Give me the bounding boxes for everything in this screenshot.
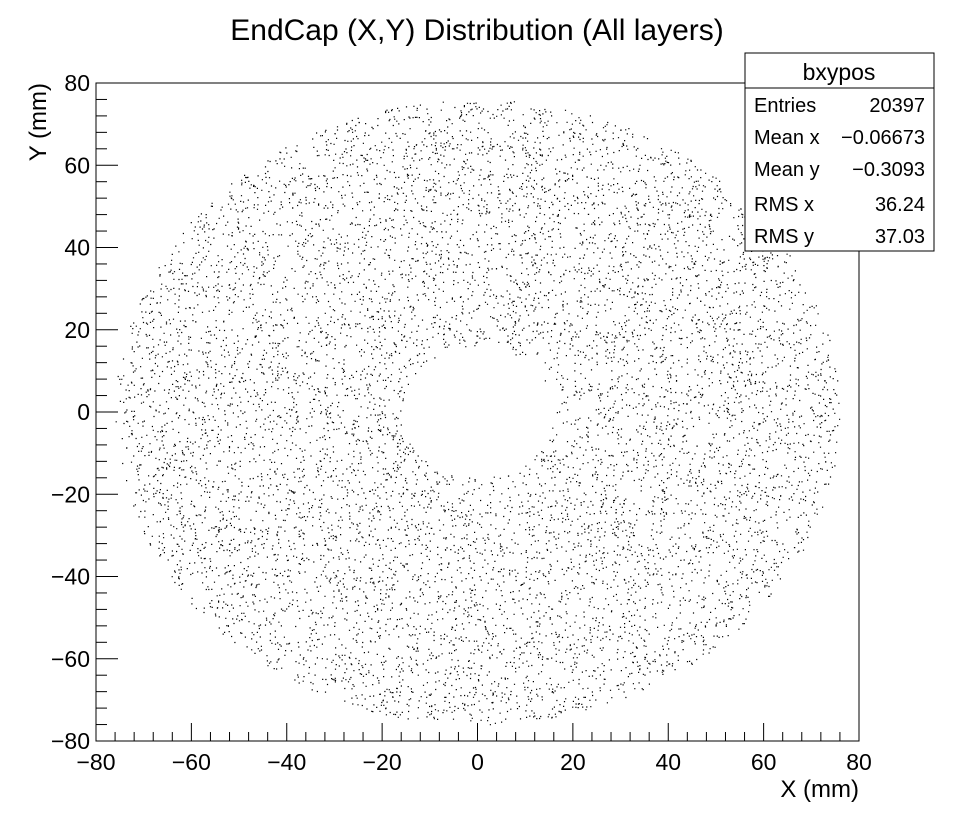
x-tick-label: −20: [363, 749, 402, 775]
y-axis: −80 −60 −40 −20 0 20 40 60 80: [51, 70, 118, 754]
stats-label-mean-y: Mean y: [754, 159, 820, 181]
stats-label-mean-x: Mean x: [754, 127, 820, 149]
x-tick-label: 40: [655, 749, 681, 775]
stats-value-rms-x: 36.24: [875, 194, 925, 216]
x-tick-label: 20: [560, 749, 586, 775]
y-tick-label: 40: [64, 235, 90, 261]
chart-title: EndCap (X,Y) Distribution (All layers): [230, 14, 724, 47]
stats-label-rms-x: RMS x: [754, 194, 814, 216]
y-tick-label: 0: [77, 399, 90, 425]
x-tick-label: −60: [172, 749, 211, 775]
stats-box-frame: [744, 52, 935, 252]
x-tick-label: −40: [267, 749, 306, 775]
x-axis-label: X (mm): [780, 776, 859, 803]
y-tick-label: −40: [51, 564, 90, 590]
stats-value-rms-y: 37.03: [875, 226, 925, 248]
stats-value-mean-y: −0.3093: [852, 159, 925, 181]
y-tick-label: −80: [51, 728, 90, 754]
y-axis-label: Y (mm): [25, 83, 52, 161]
x-axis: −80 −60 −40 −20 0 20 40 60 80: [76, 723, 872, 775]
x-tick-label: 80: [846, 749, 872, 775]
stats-value-entries: 20397: [869, 95, 925, 117]
y-tick-label: 80: [64, 70, 90, 96]
y-tick-label: −60: [51, 646, 90, 672]
x-tick-label: 0: [471, 749, 484, 775]
stats-label-entries: Entries: [754, 95, 816, 117]
stats-label-rms-y: RMS y: [754, 226, 814, 248]
y-tick-label: 20: [64, 317, 90, 343]
x-tick-label: −80: [76, 749, 115, 775]
y-tick-label: −20: [51, 481, 90, 507]
stats-box-title: bxypos: [803, 59, 876, 85]
stats-value-mean-x: −0.06673: [841, 127, 925, 149]
x-tick-label: 60: [751, 749, 777, 775]
stats-box: bxypos Entries 20397 Mean x −0.06673 Mea…: [744, 52, 935, 252]
y-tick-label: 60: [64, 152, 90, 178]
